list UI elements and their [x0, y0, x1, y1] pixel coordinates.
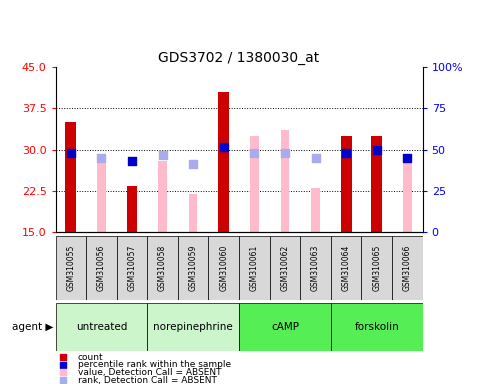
Point [59, 362, 67, 368]
Text: untreated: untreated [76, 322, 127, 333]
Bar [239, 236, 270, 300]
Bar [56, 236, 86, 300]
Text: GSM310057: GSM310057 [128, 245, 137, 291]
Bar [361, 236, 392, 300]
Text: GSM310061: GSM310061 [250, 245, 259, 291]
Bar [158, 161, 167, 232]
Point [189, 161, 197, 167]
Point [59, 377, 67, 383]
Bar [403, 158, 412, 232]
Point [373, 147, 381, 153]
Point [128, 158, 136, 164]
Text: rank, Detection Call = ABSENT: rank, Detection Call = ABSENT [78, 376, 216, 384]
Point [403, 155, 411, 161]
Text: percentile rank within the sample: percentile rank within the sample [78, 360, 231, 369]
Bar [392, 236, 423, 300]
Text: value, Detection Call = ABSENT: value, Detection Call = ABSENT [78, 368, 221, 377]
Text: count: count [78, 353, 103, 362]
Bar [189, 194, 198, 232]
Bar [281, 131, 289, 232]
Point [342, 149, 350, 156]
Text: forskolin: forskolin [355, 322, 399, 333]
Bar [147, 303, 239, 351]
Text: GSM310062: GSM310062 [281, 245, 289, 291]
Point [312, 155, 319, 161]
Bar [300, 236, 331, 300]
Bar [239, 303, 331, 351]
Text: GSM310059: GSM310059 [189, 245, 198, 291]
Point [220, 144, 227, 150]
Bar [331, 236, 361, 300]
Bar [311, 188, 320, 232]
Text: cAMP: cAMP [271, 322, 299, 333]
Bar [218, 92, 229, 232]
Bar [117, 236, 147, 300]
Bar [97, 155, 106, 232]
Bar [178, 236, 209, 300]
Text: agent ▶: agent ▶ [12, 322, 54, 333]
Text: GSM310056: GSM310056 [97, 245, 106, 291]
Text: GSM310063: GSM310063 [311, 245, 320, 291]
Point [251, 149, 258, 156]
Point [98, 155, 105, 161]
Bar [331, 303, 423, 351]
Text: GSM310058: GSM310058 [158, 245, 167, 291]
Bar [86, 236, 117, 300]
Point [59, 354, 67, 360]
Text: GSM310065: GSM310065 [372, 245, 381, 291]
Bar [270, 236, 300, 300]
Point [159, 152, 167, 158]
Bar [147, 236, 178, 300]
Bar [56, 303, 147, 351]
Bar [371, 136, 382, 232]
Point [59, 369, 67, 376]
Text: GSM310060: GSM310060 [219, 245, 228, 291]
Text: GSM310064: GSM310064 [341, 245, 351, 291]
Bar [209, 236, 239, 300]
Point [281, 149, 289, 156]
Bar [127, 185, 137, 232]
Point [67, 149, 75, 156]
Text: norepinephrine: norepinephrine [153, 322, 233, 333]
Bar [341, 136, 352, 232]
Bar [66, 122, 76, 232]
Bar [250, 136, 259, 232]
Title: GDS3702 / 1380030_at: GDS3702 / 1380030_at [158, 51, 320, 65]
Text: GSM310066: GSM310066 [403, 245, 412, 291]
Text: GSM310055: GSM310055 [66, 245, 75, 291]
